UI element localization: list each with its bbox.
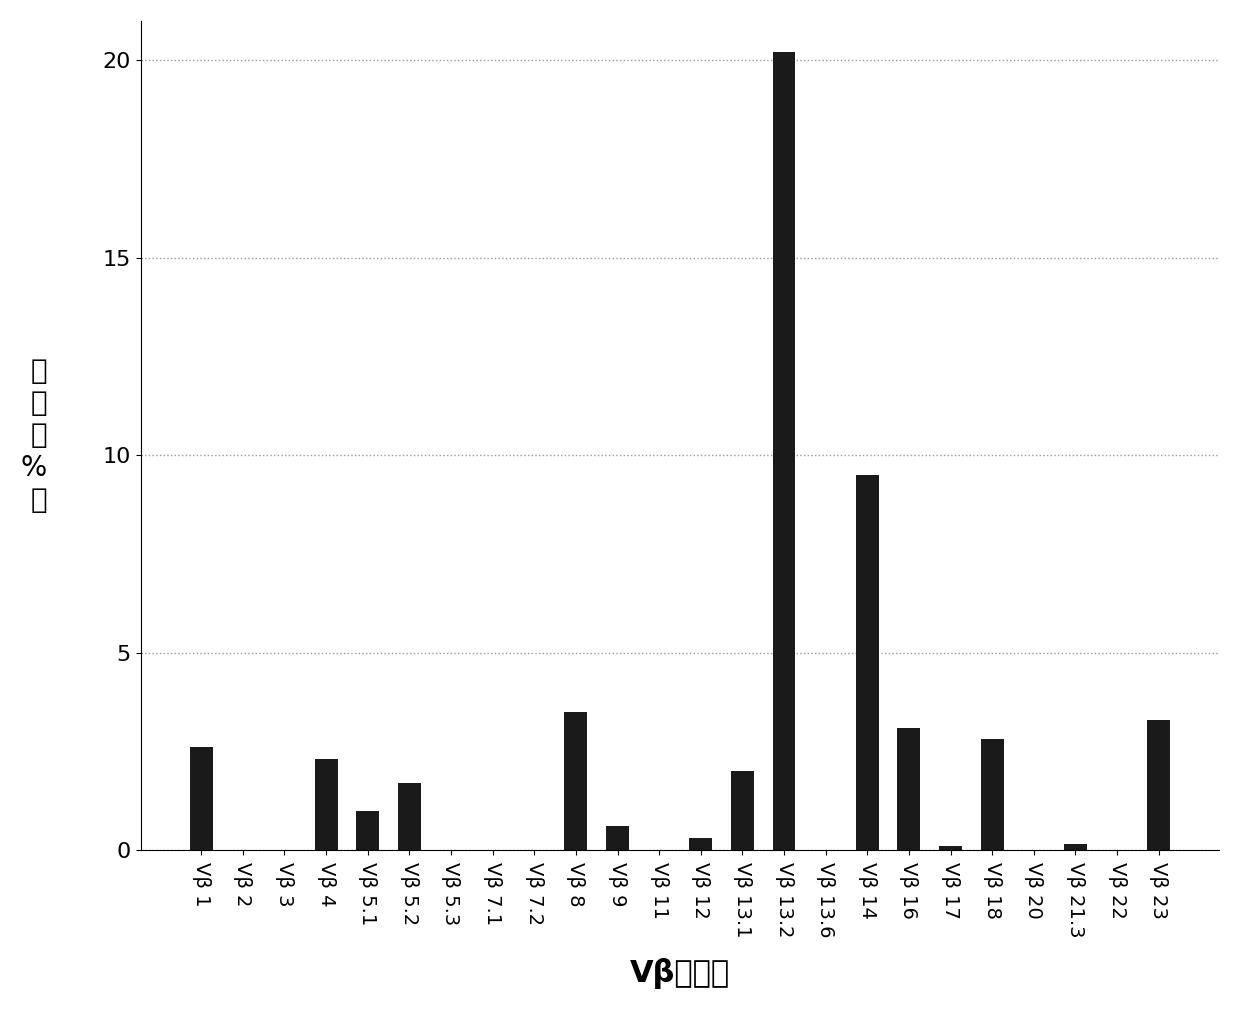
Bar xyxy=(939,846,962,850)
Bar xyxy=(356,811,379,850)
X-axis label: Vβ連鎖段: Vβ連鎖段 xyxy=(630,958,730,989)
Bar xyxy=(190,747,212,850)
Bar xyxy=(1147,720,1171,850)
Bar xyxy=(981,739,1003,850)
Bar xyxy=(1064,844,1087,850)
Bar xyxy=(689,838,712,850)
Bar xyxy=(564,712,588,850)
Bar xyxy=(606,826,629,850)
Bar xyxy=(773,53,796,850)
Bar xyxy=(730,771,754,850)
Bar xyxy=(856,475,879,850)
Y-axis label: 比
例
（
%
）: 比 例 （ % ） xyxy=(21,357,47,514)
Bar xyxy=(898,727,920,850)
Bar xyxy=(398,783,420,850)
Bar xyxy=(315,760,337,850)
